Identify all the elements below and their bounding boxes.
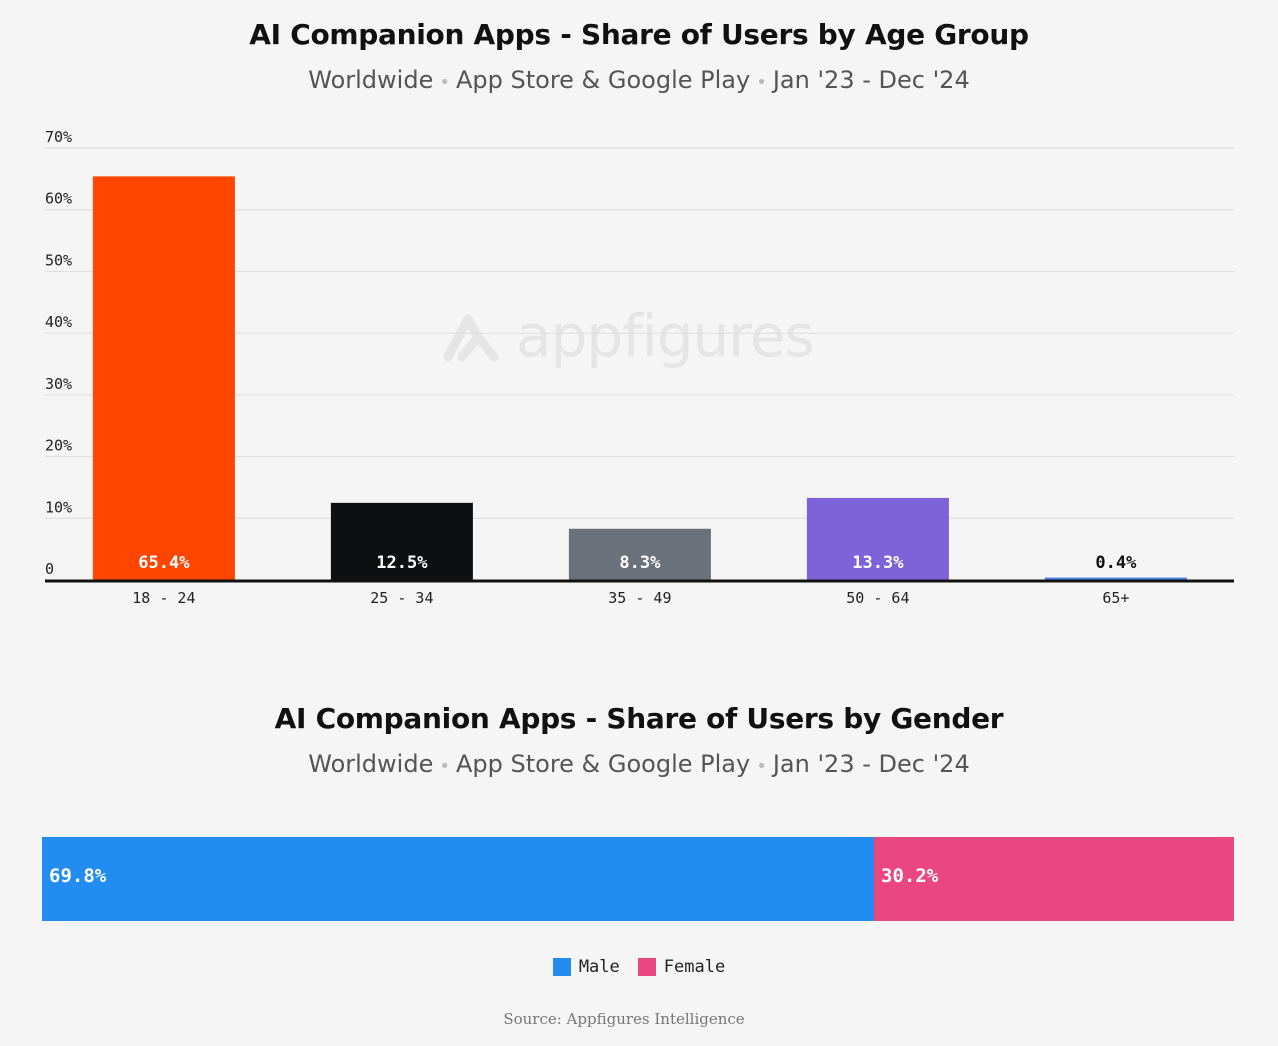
subtitle-region: Worldwide	[308, 66, 434, 94]
male-data-label: 69.8%	[49, 865, 107, 887]
bar-65	[1044, 577, 1187, 580]
gender-legend: Male Female	[0, 957, 1278, 977]
legend-label-male: Male	[578, 957, 620, 977]
bar-25-34	[330, 502, 473, 580]
female-data-label: 30.2%	[881, 865, 939, 887]
legend-item-female[interactable]: Female	[637, 957, 726, 977]
y-tick-label: 20%	[45, 437, 72, 455]
bar-data-label: 12.5%	[376, 553, 428, 573]
appfigures-logo-icon	[443, 314, 499, 362]
female-segment: 30.2%	[874, 837, 1234, 921]
y-tick-label: 60%	[45, 190, 72, 208]
y-tick-label: 10%	[45, 498, 72, 516]
x-tick-label: 25 - 34	[370, 589, 433, 607]
bar-data-label: 65.4%	[138, 553, 190, 573]
x-tick-label: 18 - 24	[132, 589, 195, 607]
y-tick-label: 70%	[45, 128, 72, 146]
subtitle-separator: •	[756, 756, 767, 777]
bar-data-label: 0.4%	[1095, 553, 1137, 573]
subtitle-separator: •	[756, 72, 767, 93]
watermark-text: appfigures	[516, 302, 815, 370]
y-tick-label: 50%	[45, 251, 72, 269]
x-tick-label: 50 - 64	[846, 589, 909, 607]
x-tick-label: 65+	[1102, 589, 1129, 607]
age-chart-title: AI Companion Apps - Share of Users by Ag…	[249, 18, 1029, 51]
appfigures-watermark: appfigures	[440, 296, 860, 376]
subtitle-stores: App Store & Google Play	[455, 66, 751, 94]
subtitle-separator: •	[439, 756, 450, 777]
legend-label-female: Female	[663, 957, 726, 977]
gender-stacked-bar: 69.8% 30.2%	[42, 837, 1234, 921]
bar-50-64	[806, 497, 949, 580]
bar-data-label: 8.3%	[619, 553, 661, 573]
age-bar-chart: 0 10% 20% 30% 40% 50% 60% 70% 65.4% 18 - 24 12.5% 2…	[45, 128, 1234, 607]
bar-18-24	[92, 176, 235, 580]
age-chart-subtitle: Worldwide • App Store & Google Play • Jan '2…	[0, 66, 1278, 94]
subtitle-region: Worldwide	[308, 750, 434, 778]
gender-chart-subtitle: Worldwide • App Store & Google Play • Jan '2…	[0, 750, 1278, 778]
source-note: Source: Appfigures Intelligence	[503, 1010, 745, 1028]
subtitle-date-range: Jan '23 - Dec '24	[772, 750, 970, 778]
legend-item-male[interactable]: Male	[552, 957, 620, 977]
legend-swatch-female	[637, 958, 656, 976]
subtitle-date-range: Jan '23 - Dec '24	[772, 66, 970, 94]
y-tick-label: 0	[45, 560, 54, 578]
y-tick-label: 40%	[45, 313, 72, 331]
gender-chart-title: AI Companion Apps - Share of Users by Ge…	[274, 702, 1004, 735]
bar-data-label: 13.3%	[852, 553, 904, 573]
subtitle-separator: •	[439, 72, 450, 93]
legend-swatch-male	[552, 958, 571, 976]
bar-35-49	[568, 528, 711, 580]
x-tick-label: 35 - 49	[608, 589, 671, 607]
y-tick-label: 30%	[45, 375, 72, 393]
male-segment: 69.8%	[42, 837, 875, 921]
subtitle-stores: App Store & Google Play	[455, 750, 751, 778]
